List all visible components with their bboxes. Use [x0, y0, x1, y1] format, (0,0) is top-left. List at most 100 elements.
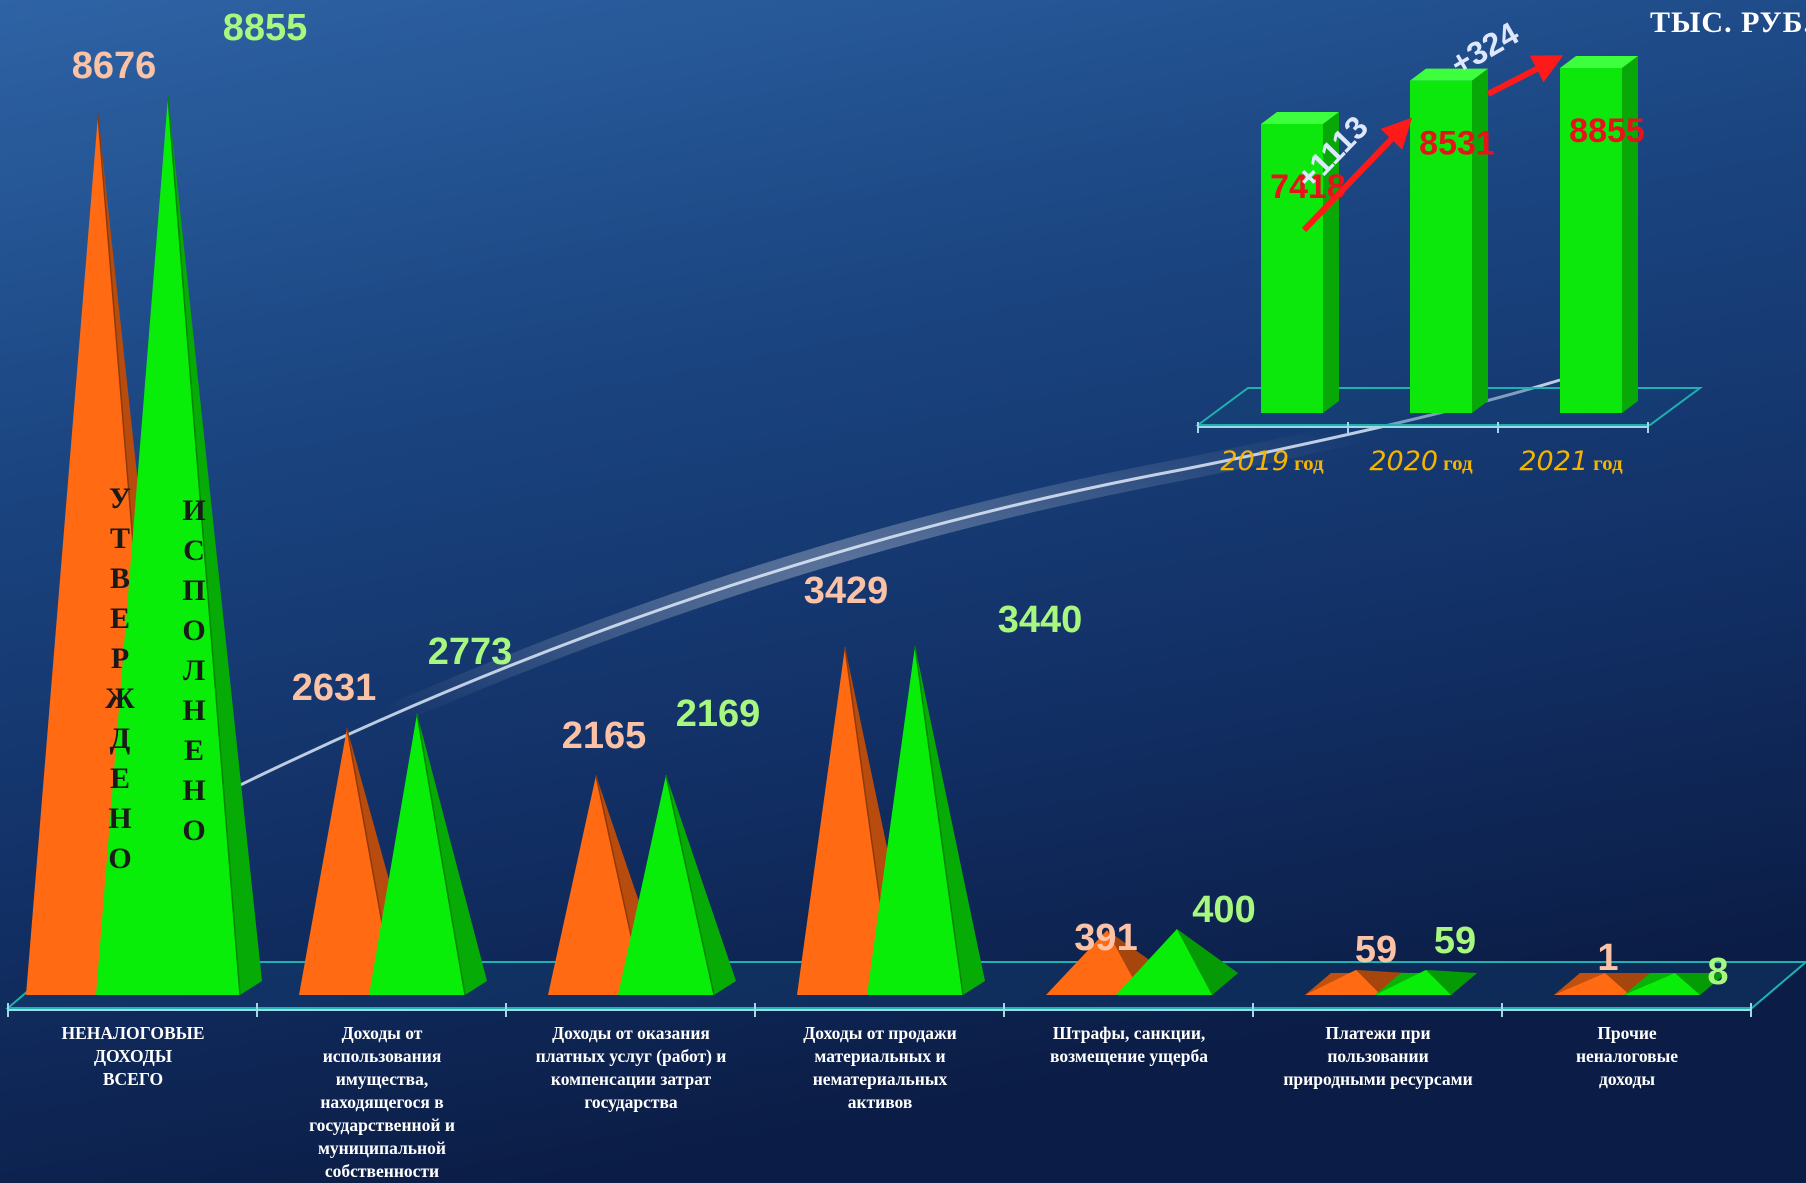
category-label-line: Штрафы, санкции,: [1052, 1023, 1206, 1043]
approved-series-name-letter: О: [108, 842, 131, 875]
inset-year-suffix: год: [1593, 451, 1623, 475]
bar-side: [915, 646, 985, 995]
category-label-line: платных услуг (работ) и: [535, 1046, 727, 1066]
approved-series-name-letter: Ж: [105, 682, 135, 715]
category-label-line: Доходы от продажи: [803, 1023, 957, 1043]
bar-edge: [167, 96, 241, 996]
executed-pyramid-1: [96, 96, 240, 995]
inset-year-label: 2020 год: [1369, 446, 1473, 477]
value-labels: 8676 2631 2165 3429 391 59 1 8855 2773 2169 3440 40…: [72, 7, 1729, 993]
approved-value-label: 8676: [72, 45, 157, 87]
category-label: Доходы от использования имущества, находяще…: [272, 1022, 492, 1183]
chart-marks: [26, 96, 1726, 996]
category-label-line: находящегося в: [320, 1092, 444, 1112]
category-label-line: Доходы от: [341, 1023, 423, 1043]
category-label-line: использования: [322, 1046, 442, 1066]
bar-side: [1675, 973, 1726, 995]
approved-series-name-letter: У: [109, 482, 131, 515]
unit-label: ТЫС. РУБ.: [1649, 6, 1806, 39]
category-label-line: доходы: [1598, 1069, 1655, 1089]
approved-series-name-letter: Р: [111, 642, 129, 675]
bar-side: [1426, 969, 1477, 995]
approved-pyramid-4: [797, 647, 893, 995]
executed-series-name-letter: Е: [184, 734, 204, 767]
category-label-line: возмещение ущерба: [1050, 1046, 1208, 1066]
inset-bar-2019: [1261, 123, 1323, 414]
bar-face: [1624, 973, 1700, 995]
bar-side: [666, 774, 736, 995]
category-label-line: природными ресурсами: [1283, 1069, 1473, 1089]
executed-value-label: 8: [1707, 951, 1728, 993]
category-label-line: пользовании: [1327, 1046, 1429, 1066]
executed-series-name-letter: И: [182, 494, 205, 527]
category-label-line: ДОХОДЫ: [94, 1046, 172, 1066]
category-label-line: имущества,: [335, 1069, 429, 1089]
executed-series-name-letter: О: [182, 814, 205, 847]
category-label-line: НЕНАЛОГОВЫЕ: [61, 1023, 205, 1043]
approved-value-label: 2165: [562, 715, 647, 757]
inset-year-label: 2021 год: [1519, 446, 1623, 477]
category-label-line: государственной и: [309, 1115, 455, 1135]
category-label: НЕНАЛОГОВЫЕ ДОХОДЫ ВСЕГО: [23, 1022, 243, 1091]
category-label: Доходы от оказания платных услуг (работ) …: [521, 1022, 741, 1114]
approved-value-label: 2631: [292, 667, 377, 709]
inset-bar-side: [1472, 68, 1488, 413]
inset-bar-side: [1622, 56, 1638, 413]
category-label-line: государства: [584, 1092, 678, 1112]
inset-year-suffix: год: [1294, 451, 1324, 475]
approved-series-name-letter: Н: [108, 802, 131, 835]
executed-series-name-letter: О: [182, 614, 205, 647]
inset-bar-top: [1261, 111, 1339, 124]
change-arrow-2019-2020: [1301, 117, 1413, 233]
inset-year-suffix: год: [1443, 451, 1473, 475]
executed-series-name-letter: С: [183, 534, 205, 567]
inset-year-number: 2021: [1519, 446, 1588, 477]
inset-bar-top: [1410, 68, 1488, 81]
category-label-line: компенсации затрат: [550, 1069, 712, 1089]
bar-side: [168, 96, 262, 995]
executed-pyramid-3: [618, 774, 714, 995]
category-label-line: активов: [847, 1092, 913, 1112]
category-label: Прочие неналоговые доходы: [1517, 1022, 1737, 1091]
inset-value-label: 8531: [1419, 125, 1495, 163]
inset-bar-top: [1560, 56, 1638, 68]
category-label-line: ВСЕГО: [102, 1069, 164, 1089]
category-label-line: нематериальных: [812, 1069, 948, 1089]
bar-side: [1356, 969, 1407, 995]
executed-value-label: 3440: [998, 599, 1083, 641]
category-label: Доходы от продажи материальных и нематериа…: [770, 1022, 990, 1114]
category-label: Платежи при пользовании природными ресурса…: [1268, 1022, 1488, 1091]
category-label-line: Доходы от оказания: [552, 1023, 710, 1043]
category-label-line: Прочие: [1597, 1023, 1657, 1043]
inset-bar-2020: [1410, 80, 1472, 413]
approved-pyramid-3: [548, 775, 644, 995]
approved-value-label: 1: [1597, 937, 1618, 979]
bar-face: [1305, 969, 1381, 995]
bar-face: [1116, 929, 1212, 995]
executed-value-label: 2169: [676, 693, 761, 735]
category-label-line: неналоговые: [1575, 1046, 1679, 1066]
change-arrow-2020-2021: [1486, 55, 1564, 97]
executed-value-label: 400: [1192, 889, 1255, 931]
approved-series-name-letter: В: [110, 562, 130, 595]
executed-value-label: 2773: [428, 631, 513, 673]
bar-edge: [416, 713, 466, 996]
bar-face: [1046, 930, 1142, 995]
bar-face: [1554, 973, 1630, 995]
inset-year-number: 2019: [1220, 446, 1289, 477]
category-label-line: собственности: [324, 1161, 440, 1181]
inset-year-number: 2020: [1369, 446, 1438, 477]
executed-series-name-letter: Н: [182, 694, 205, 727]
executed-value-label: 8855: [223, 7, 308, 49]
bar-face: [1375, 969, 1451, 995]
approved-pyramid-2: [299, 728, 395, 995]
inset-value-label: 8855: [1569, 112, 1645, 150]
inset-year-label: 2019 год: [1220, 446, 1324, 477]
executed-pyramid-2: [369, 713, 465, 995]
category-label-line: материальных и: [814, 1046, 946, 1066]
bar-side: [1605, 973, 1656, 995]
executed-value-label: 59: [1434, 920, 1476, 962]
background-swoosh: [229, 378, 1561, 792]
